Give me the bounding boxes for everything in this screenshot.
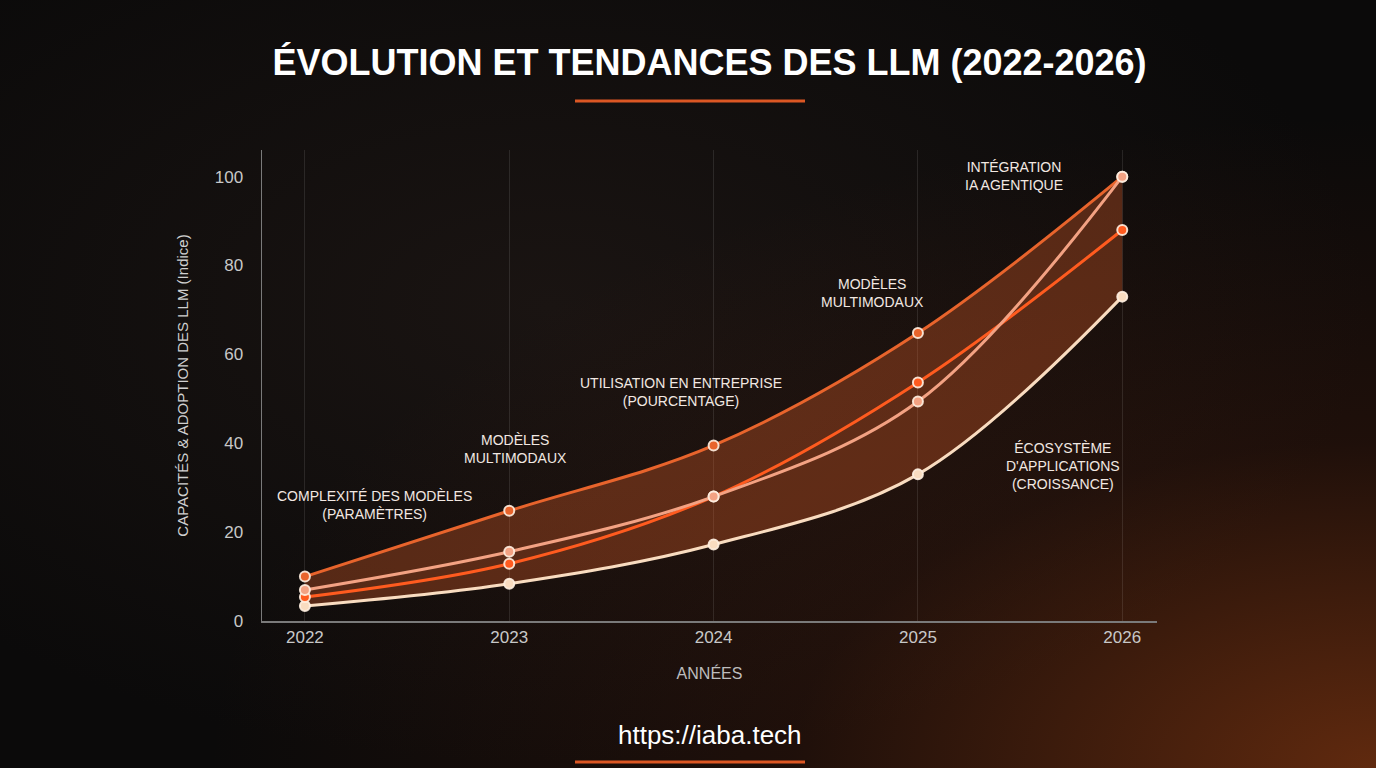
- svg-text:100: 100: [215, 168, 243, 187]
- svg-text:UTILISATION EN ENTREPRISE(POUR: UTILISATION EN ENTREPRISE(POURCENTAGE): [580, 375, 782, 409]
- svg-text:INTÉGRATIONIA AGENTIQUE: INTÉGRATIONIA AGENTIQUE: [965, 159, 1063, 193]
- svg-text:60: 60: [224, 345, 243, 364]
- svg-text:ÉVOLUTION ET TENDANCES DES LLM: ÉVOLUTION ET TENDANCES DES LLM (2022-202…: [272, 42, 1146, 83]
- svg-text:40: 40: [224, 434, 243, 453]
- svg-text:20: 20: [224, 523, 243, 542]
- svg-text:80: 80: [224, 256, 243, 275]
- svg-text:https://iaba.tech: https://iaba.tech: [618, 720, 802, 750]
- svg-text:2025: 2025: [899, 628, 937, 647]
- svg-text:2022: 2022: [286, 628, 324, 647]
- svg-text:COMPLEXITÉ DES MODÈLES(PARAMÈT: COMPLEXITÉ DES MODÈLES(PARAMÈTRES): [277, 488, 472, 522]
- svg-text:ÉCOSYSTÈMED'APPLICATIONS(CROIS: ÉCOSYSTÈMED'APPLICATIONS(CROISSANCE): [1006, 440, 1120, 492]
- svg-text:MODÈLESMULTIMODAUX: MODÈLESMULTIMODAUX: [464, 432, 567, 466]
- svg-text:2026: 2026: [1103, 628, 1141, 647]
- svg-text:ANNÉES: ANNÉES: [677, 664, 743, 682]
- svg-text:0: 0: [234, 612, 243, 631]
- svg-text:2024: 2024: [695, 628, 733, 647]
- svg-text:MODÈLESMULTIMODAUX: MODÈLESMULTIMODAUX: [821, 276, 924, 310]
- svg-text:2023: 2023: [490, 628, 528, 647]
- svg-text:CAPACITÉS & ADOPTION DES LLM (: CAPACITÉS & ADOPTION DES LLM (Indice): [174, 234, 191, 536]
